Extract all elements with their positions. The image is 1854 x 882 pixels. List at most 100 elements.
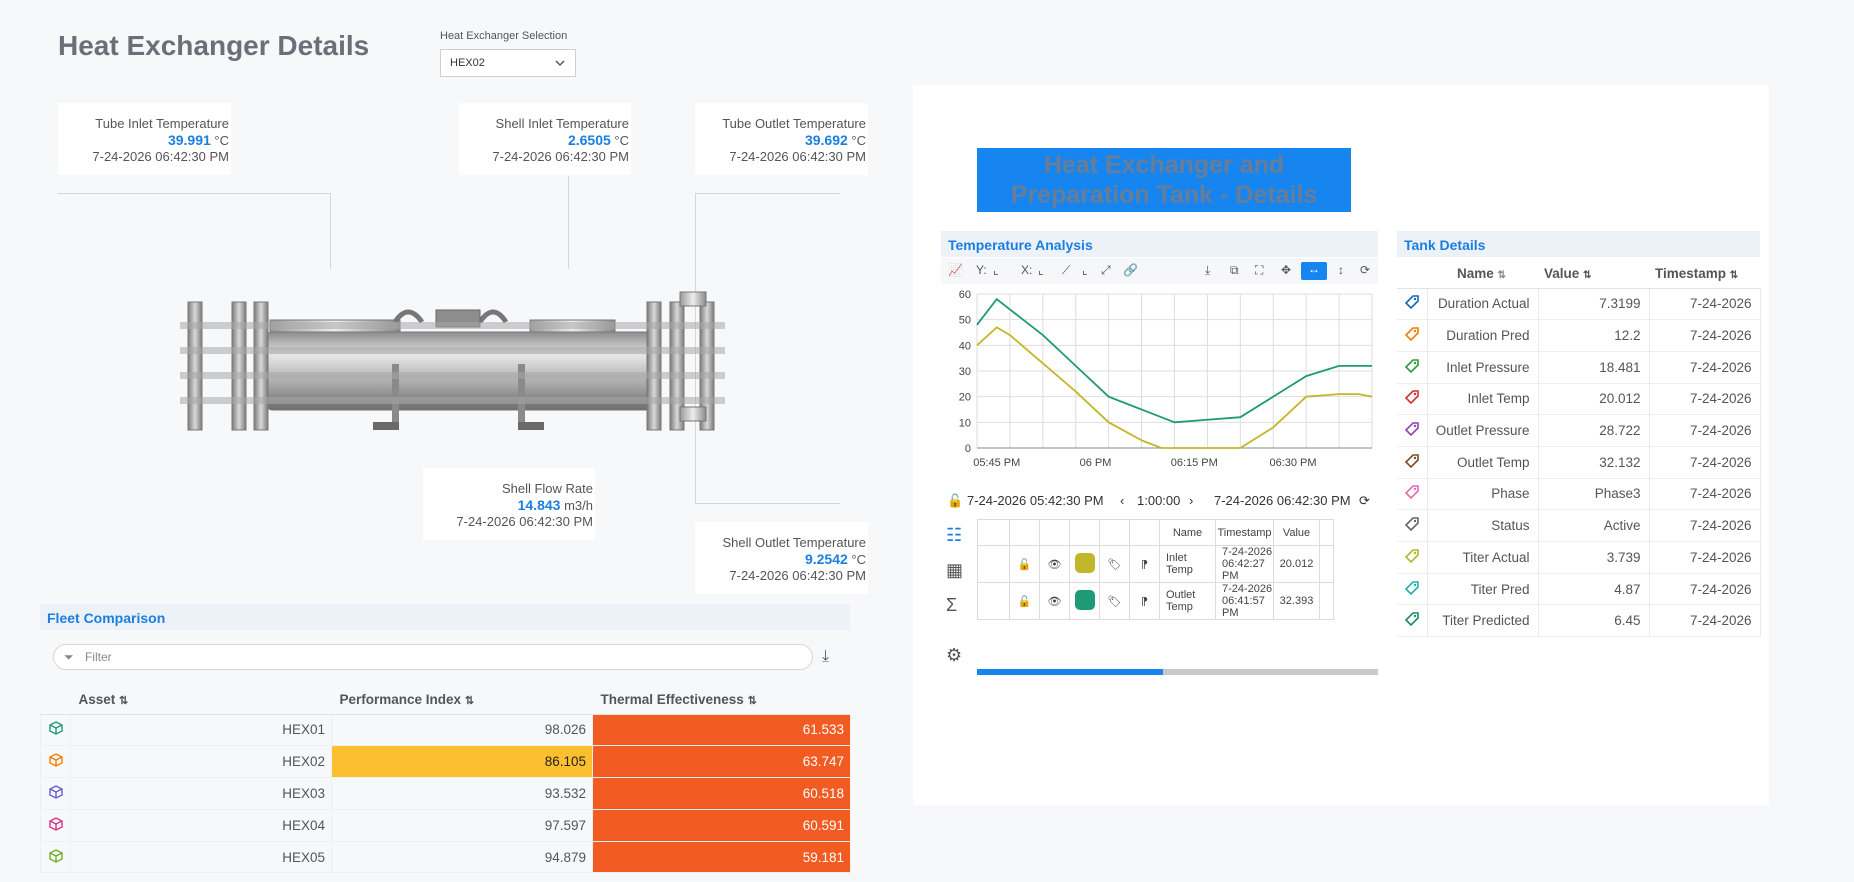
tank-timestamp: 7-24-2026 [1649, 414, 1761, 447]
fleet-row[interactable]: HEX02 86.105 63.747 [40, 745, 851, 779]
fleet-row[interactable]: HEX01 98.026 61.533 [40, 713, 851, 747]
filter-input[interactable]: ⏷ Filter [53, 644, 813, 670]
tank-row[interactable]: Titer Predicted 6.45 7-24-2026 [1397, 604, 1761, 638]
connector-line [695, 193, 840, 194]
col-timestamp[interactable]: Timestamp ⇅ [1649, 259, 1760, 289]
tank-details-header: Tank Details [1397, 231, 1760, 257]
tank-timestamp: 7-24-2026 [1649, 288, 1761, 321]
tag-icon [1397, 351, 1428, 384]
table-view-icon[interactable]: ▦ [946, 560, 964, 580]
fleet-performance: 98.026 [331, 713, 593, 747]
trend-icon[interactable]: ⟋ [1062, 263, 1071, 277]
tank-row[interactable]: Titer Pred 4.87 7-24-2026 [1397, 573, 1761, 606]
link-icon[interactable]: 🔗 [1123, 263, 1138, 277]
statistics-icon[interactable]: Σ [946, 595, 958, 615]
download-icon[interactable]: ⤓ [1205, 263, 1211, 277]
tank-row[interactable]: Outlet Temp 32.132 7-24-2026 [1397, 446, 1761, 479]
tag-icon[interactable]: 🏷 [1099, 545, 1130, 583]
range-duration[interactable]: 1:00:00 [1137, 493, 1181, 508]
pan-icon[interactable]: ✥ [1281, 263, 1292, 277]
chevron-left-icon[interactable]: ‹ [1120, 493, 1125, 508]
tank-row[interactable]: Titer Actual 3.739 7-24-2026 [1397, 541, 1761, 574]
settings-gear-icon[interactable]: ⚙ [946, 645, 963, 665]
lock-icon[interactable]: 🔓 [1009, 545, 1040, 583]
color-swatch[interactable] [1069, 582, 1100, 620]
fleet-row[interactable]: HEX04 97.597 60.591 [40, 808, 851, 842]
tank-value: 18.481 [1538, 351, 1650, 384]
tank-table: Name ⇅ Value ⇅ Timestamp ⇅ Duration Actu… [1397, 259, 1761, 638]
tank-name: Titer Predicted [1427, 604, 1539, 638]
col-asset[interactable]: Asset ⇅ [70, 685, 332, 715]
col-value[interactable]: Value ⇅ [1538, 259, 1649, 289]
y-axis-scale-icon[interactable]: ⌞ [993, 263, 999, 277]
x-tick-label: 06:15 PM [1171, 457, 1218, 469]
heat-exchanger-select-value: HEX02 [450, 57, 485, 69]
x-axis-scale-icon[interactable]: ⌞ [1038, 263, 1044, 277]
tag-icon [1397, 446, 1428, 479]
expand-chart-icon[interactable]: ⤢ [1101, 263, 1111, 277]
sort-icon: ⇅ [747, 694, 757, 707]
tank-row[interactable]: Inlet Pressure 18.481 7-24-2026 [1397, 351, 1761, 384]
eye-icon[interactable]: 👁 [1039, 545, 1070, 583]
tag-icon [1397, 509, 1428, 542]
tank-name: Inlet Temp [1427, 383, 1539, 416]
tank-row[interactable]: Phase Phase3 7-24-2026 [1397, 478, 1761, 511]
cube-icon [40, 808, 71, 842]
col-timestamp: Timestamp [1215, 519, 1274, 546]
tank-value: 7.3199 [1538, 288, 1650, 321]
col-name[interactable]: Name ⇅ [1427, 259, 1538, 289]
fleet-performance: 97.597 [331, 808, 593, 842]
color-swatch[interactable] [1069, 545, 1100, 583]
tank-row[interactable]: Duration Actual 7.3199 7-24-2026 [1397, 288, 1761, 321]
y-tick-label: 0 [965, 443, 971, 455]
tank-name: Phase [1427, 478, 1539, 511]
heat-exchanger-select[interactable]: HEX02 [440, 49, 576, 77]
cube-icon [40, 745, 71, 779]
y-tick-label: 20 [959, 392, 971, 404]
col-thermal-effectiveness[interactable]: Thermal Effectiveness ⇅ [592, 685, 851, 715]
tag-icon [1397, 288, 1428, 321]
copy-icon[interactable]: ⧉ [1230, 263, 1239, 277]
signal-name: Inlet Temp [1159, 545, 1216, 583]
tag-icon[interactable]: 🏷 [1099, 582, 1130, 620]
fleet-row[interactable]: HEX05 94.879 59.181 [40, 840, 851, 874]
tank-row[interactable]: Outlet Pressure 28.722 7-24-2026 [1397, 414, 1761, 447]
fleet-asset: HEX02 [70, 745, 332, 779]
signal-row[interactable]: 🔓 👁 🏷 ⁋ Outlet Temp 7-24-2026 06:41:57 P… [977, 582, 1334, 620]
tank-timestamp: 7-24-2026 [1649, 446, 1761, 479]
tank-row[interactable]: Inlet Temp 20.012 7-24-2026 [1397, 383, 1761, 416]
fleet-row[interactable]: HEX03 93.532 60.518 [40, 777, 851, 810]
download-icon[interactable]: ⤓ [822, 648, 830, 665]
scrollbar-thumb[interactable] [977, 669, 1163, 675]
col-performance-index[interactable]: Performance Index ⇅ [331, 685, 593, 715]
connector-line [568, 176, 569, 269]
refresh-icon[interactable]: ⟳ [1359, 493, 1370, 508]
chart-type-icon[interactable]: 📈 [948, 263, 963, 277]
tank-row[interactable]: Duration Pred 12.2 7-24-2026 [1397, 319, 1761, 352]
filter-placeholder: Filter [84, 650, 112, 664]
chevron-right-icon[interactable]: › [1189, 493, 1194, 508]
eye-icon[interactable]: 👁 [1039, 582, 1070, 620]
callout-value: 39.991 [167, 132, 211, 148]
callout-time: 7-24-2026 06:42:30 PM [492, 149, 629, 164]
heat-exchanger-selection-label: Heat Exchanger Selection [440, 30, 568, 42]
tank-row[interactable]: Status Active 7-24-2026 [1397, 509, 1761, 542]
tank-value: 3.739 [1538, 541, 1650, 574]
horizontal-zoom-icon[interactable]: ↔ [1301, 262, 1327, 280]
signals-view-icon[interactable]: ☷ [946, 525, 963, 545]
signal-row[interactable]: 🔓 👁 🏷 ⁋ Inlet Temp 7-24-2026 06:42:27 PM… [977, 545, 1334, 583]
lock-icon[interactable]: 🔓 [1009, 582, 1040, 620]
fleet-comparison-header: Fleet Comparison [40, 604, 850, 630]
tank-name: Titer Actual [1427, 541, 1539, 574]
refresh-icon[interactable]: ⟳ [1360, 263, 1371, 277]
fleet-thermal: 63.747 [592, 745, 851, 779]
pin-icon[interactable]: ⁋ [1129, 545, 1160, 583]
fullscreen-icon[interactable]: ⛶ [1255, 263, 1264, 277]
tank-value: 32.132 [1538, 446, 1650, 479]
pin-icon[interactable]: ⁋ [1129, 582, 1160, 620]
axis-icon[interactable]: ⌞ [1082, 263, 1088, 277]
lock-icon[interactable]: 🔓 [947, 493, 964, 508]
vertical-zoom-icon[interactable]: ↕ [1338, 263, 1344, 277]
signal-timestamp: 7-24-2026 06:41:57 PM [1215, 582, 1274, 620]
horizontal-scrollbar[interactable] [977, 669, 1378, 675]
